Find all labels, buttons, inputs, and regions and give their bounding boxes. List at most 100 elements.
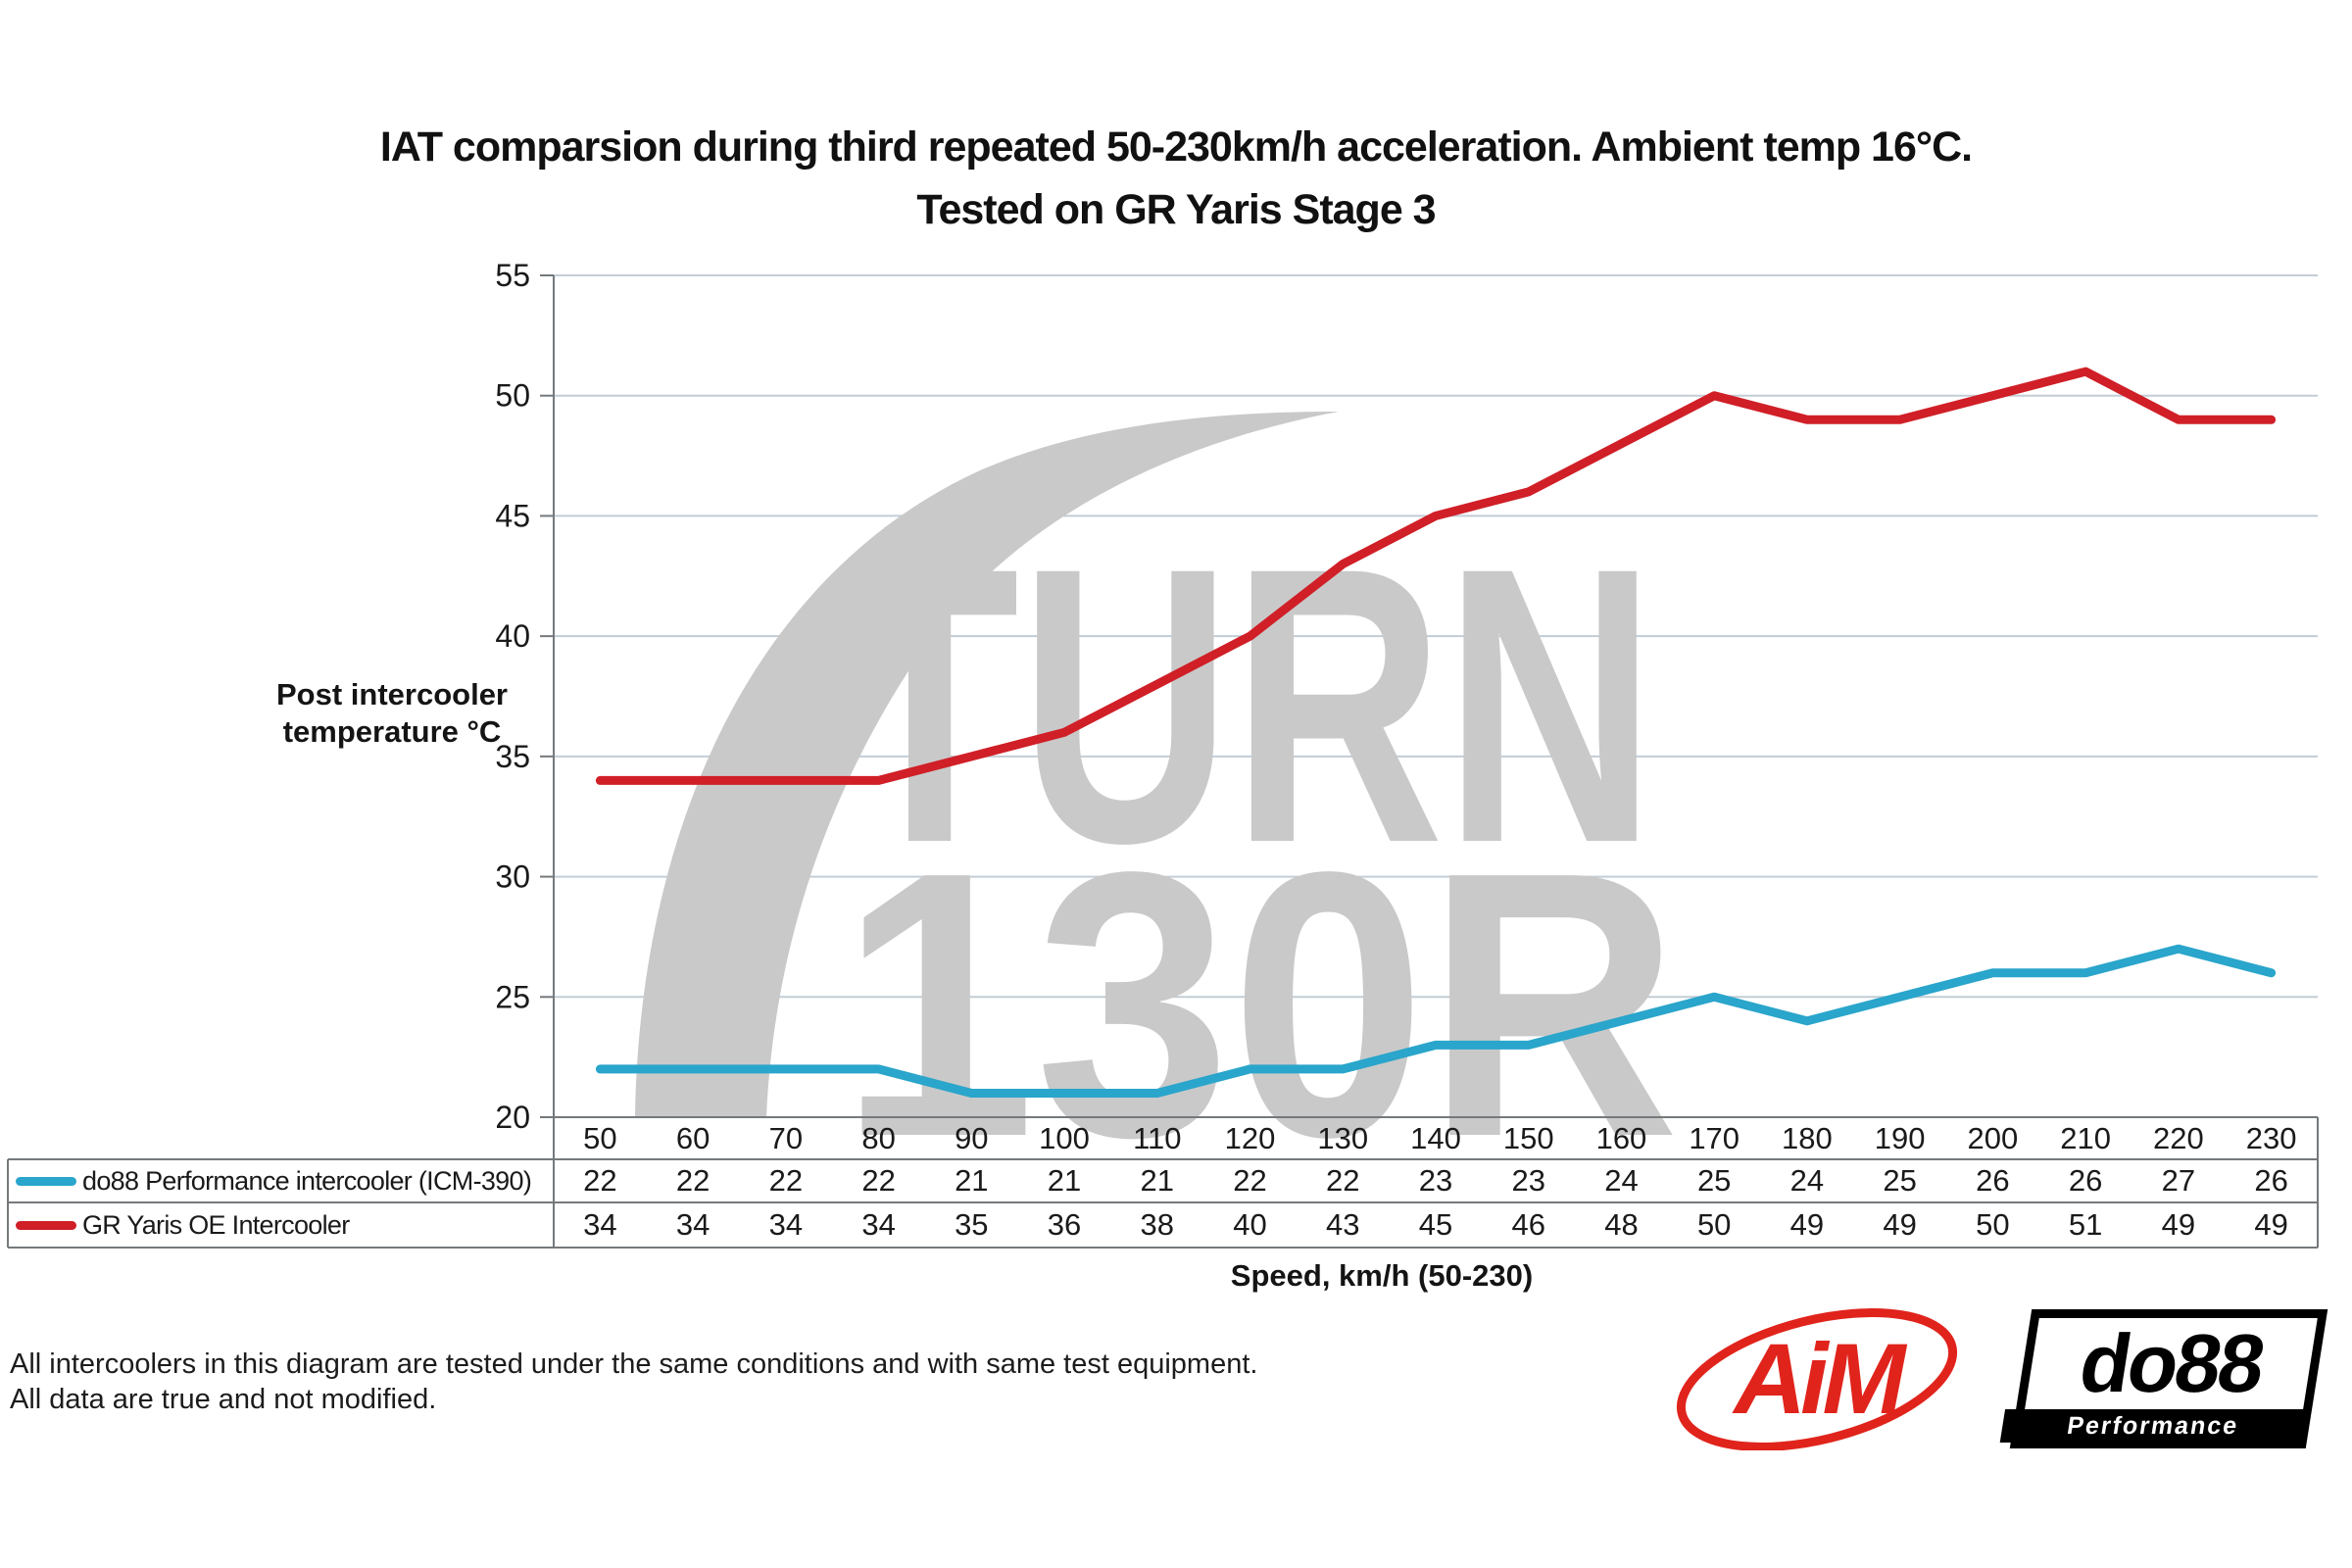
oe-value-cell: 40 xyxy=(1233,1207,1267,1242)
speed-header-cell: 50 xyxy=(583,1121,617,1155)
watermark-line1: TURN xyxy=(840,486,1656,924)
speed-header-cell: 170 xyxy=(1689,1121,1740,1155)
oe-value-cell: 50 xyxy=(1696,1207,1732,1242)
do88-value-cell: 22 xyxy=(768,1163,804,1198)
speed-header-cell: 180 xyxy=(1782,1121,1833,1155)
footer-line2: All data are true and not modified. xyxy=(10,1384,437,1415)
do88-logo-subtext: Performance xyxy=(2065,1411,2241,1440)
axes-and-borders: 55 50 45 40 35 30 25 20 xyxy=(7,258,2319,1249)
x-axis-title: Speed, km/h (50-230) xyxy=(1230,1258,1534,1293)
do88-value-cell: 23 xyxy=(1511,1163,1545,1198)
do88-value-cell: 21 xyxy=(1047,1163,1082,1198)
y-tick-label: 45 xyxy=(495,498,530,533)
footer-line1: All intercoolers in this diagram are tes… xyxy=(10,1348,1258,1380)
speed-header-cell: 210 xyxy=(2060,1121,2111,1155)
aim-logo-ellipse xyxy=(1676,1308,1958,1450)
y-axis-title-line1: Post intercooler xyxy=(276,677,508,711)
speed-header-cell: 110 xyxy=(1133,1121,1182,1155)
do88-value-cell: 24 xyxy=(1789,1163,1825,1198)
oe-value-cell: 49 xyxy=(1883,1207,1917,1242)
speed-header-cell: 200 xyxy=(1967,1121,2019,1155)
speed-header-row: 50 60 70 80 90 100 110 120 130 140 150 160 170 180 190… xyxy=(554,1119,2318,1158)
oe-value-cell: 46 xyxy=(1511,1207,1545,1242)
oe-values-row: 34 34 34 34 35 36 38 40 43 45 46 48 50 49 49 50 51 49 49 xyxy=(554,1203,2318,1247)
do88-logo-box: do88 Performance xyxy=(1999,1309,2328,1448)
chart-title-line2: Tested on GR Yaris Stage 3 xyxy=(916,186,1436,233)
do88-value-cell: 26 xyxy=(1976,1163,2010,1198)
speed-header-cell: 160 xyxy=(1595,1121,1647,1155)
oe-value-cell: 35 xyxy=(955,1207,989,1242)
legend-label-do88: do88 Performance intercooler (ICM-390) xyxy=(82,1165,532,1196)
chart-title-line1: IAT comparsion during third repeated 50-… xyxy=(379,123,1973,171)
legend-swatch-do88 xyxy=(16,1176,76,1186)
watermark-line2: 130R xyxy=(840,793,1680,1215)
do88-value-cell: 21 xyxy=(955,1163,989,1198)
chart-title: IAT comparsion during third repeated 50-… xyxy=(0,116,2352,241)
speed-header-cell: 80 xyxy=(861,1121,896,1155)
y-tick-label: 30 xyxy=(495,859,530,895)
do88-value-cell: 23 xyxy=(1418,1163,1453,1198)
speed-header-cell: 230 xyxy=(2245,1121,2297,1155)
do88-value-cell: 22 xyxy=(675,1163,710,1198)
speed-header-cell: 100 xyxy=(1039,1121,1090,1155)
do88-logo-bar: Performance xyxy=(1999,1409,2307,1443)
do88-logo: do88 Performance xyxy=(1999,1309,2328,1448)
do88-values-row: 22 22 22 22 21 21 21 22 22 23 23 24 25 24 25 26 26 27 26 xyxy=(554,1160,2318,1201)
legend-label-oe: GR Yaris OE Intercooler xyxy=(82,1209,350,1240)
speed-header-cell: 220 xyxy=(2152,1121,2204,1155)
y-axis-title: Post intercooler temperature °C xyxy=(274,676,510,751)
watermark: TURN 130R xyxy=(635,412,1680,1215)
do88-value-cell: 22 xyxy=(583,1163,617,1198)
speed-header-cell: 120 xyxy=(1224,1121,1276,1155)
do88-value-cell: 21 xyxy=(1140,1163,1175,1198)
oe-value-cell: 36 xyxy=(1047,1207,1082,1242)
legend-item-do88: do88 Performance intercooler (ICM-390) xyxy=(8,1160,553,1201)
speed-header-cell: 190 xyxy=(1874,1121,1926,1155)
legend-swatch-oe xyxy=(16,1220,76,1230)
y-tick-label: 25 xyxy=(495,979,530,1014)
oe-value-cell: 38 xyxy=(1140,1207,1175,1242)
oe-value-cell: 49 xyxy=(2254,1207,2288,1242)
do88-logo-text: do88 xyxy=(2074,1317,2270,1409)
y-axis-title-line2: temperature °C xyxy=(282,714,502,749)
do88-value-cell: 25 xyxy=(1883,1163,1917,1198)
series-lines xyxy=(595,367,2277,1098)
series-line-1 xyxy=(595,367,2277,785)
oe-value-cell: 43 xyxy=(1326,1207,1360,1242)
oe-value-cell: 34 xyxy=(583,1207,617,1242)
aim-logo: AiM xyxy=(1676,1308,1958,1450)
y-tick-label: 50 xyxy=(495,378,530,414)
speed-header-cell: 150 xyxy=(1502,1121,1554,1155)
oe-value-cell: 49 xyxy=(1789,1207,1825,1242)
watermark-swoosh xyxy=(635,412,1339,1117)
aim-logo-text: AiM xyxy=(1732,1323,1908,1435)
do88-value-cell: 24 xyxy=(1604,1163,1639,1198)
speed-header-cell: 140 xyxy=(1410,1121,1461,1155)
speed-header-cell: 90 xyxy=(955,1121,989,1155)
y-tick-label: 40 xyxy=(495,618,530,654)
do88-value-cell: 26 xyxy=(2254,1163,2288,1198)
y-tick-label: 55 xyxy=(495,258,530,293)
do88-value-cell: 22 xyxy=(861,1163,896,1198)
do88-value-cell: 26 xyxy=(2068,1163,2103,1198)
do88-value-cell: 22 xyxy=(1233,1163,1267,1198)
oe-value-cell: 34 xyxy=(768,1207,804,1242)
oe-value-cell: 34 xyxy=(861,1207,896,1242)
legend-item-oe: GR Yaris OE Intercooler xyxy=(8,1203,553,1247)
speed-header-cell: 60 xyxy=(675,1121,710,1155)
oe-value-cell: 48 xyxy=(1604,1207,1639,1242)
footer-note: All intercoolers in this diagram are tes… xyxy=(10,1347,1257,1417)
do88-value-cell: 25 xyxy=(1696,1163,1732,1198)
do88-value-cell: 27 xyxy=(2161,1163,2196,1198)
speed-header-cell: 130 xyxy=(1317,1121,1369,1155)
series-line-0 xyxy=(595,944,2277,1098)
y-tick-label: 20 xyxy=(495,1100,530,1135)
do88-value-cell: 22 xyxy=(1326,1163,1360,1198)
oe-value-cell: 49 xyxy=(2161,1207,2196,1242)
oe-value-cell: 50 xyxy=(1976,1207,2010,1242)
oe-value-cell: 51 xyxy=(2068,1207,2103,1242)
oe-value-cell: 45 xyxy=(1418,1207,1453,1242)
speed-header-cell: 70 xyxy=(768,1121,804,1155)
